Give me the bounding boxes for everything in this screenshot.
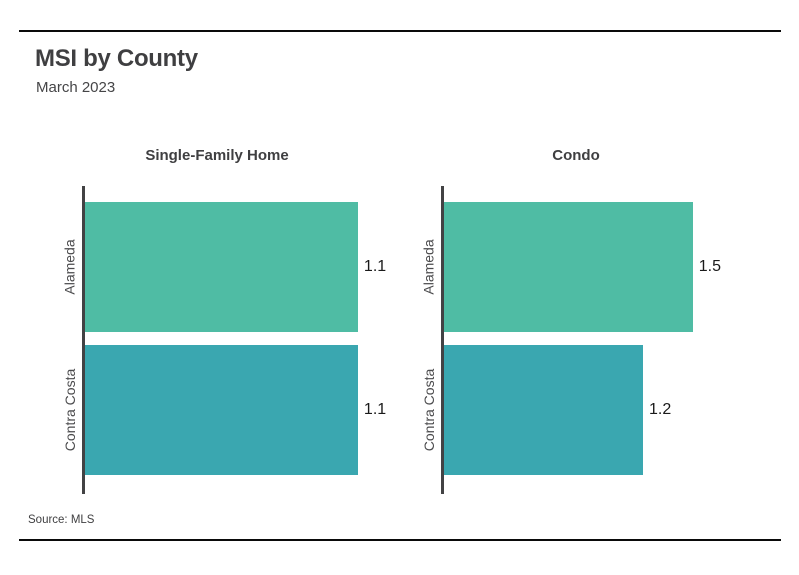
bar-alameda-condo xyxy=(444,202,693,332)
category-label-alameda: Alameda xyxy=(421,239,438,295)
bar-row-contra-costa: Contra Costa 1.1 xyxy=(62,345,415,475)
category-label-alameda: Alameda xyxy=(62,239,79,295)
bar-value-label: 1.2 xyxy=(648,401,672,418)
source-note: Source: MLS xyxy=(28,514,95,526)
category-label-contra-costa: Contra Costa xyxy=(62,368,79,452)
bottom-divider xyxy=(19,539,781,541)
chart-subtitle: March 2023 xyxy=(36,79,116,96)
category-label-wrap: Contra Costa xyxy=(58,345,82,475)
category-label-wrap: Contra Costa xyxy=(417,345,441,475)
bar-alameda-sfh xyxy=(85,202,358,332)
chart-title: MSI by County xyxy=(35,45,198,72)
bar-value-label: 1.1 xyxy=(363,401,387,418)
category-label-contra-costa: Contra Costa xyxy=(421,368,438,452)
bar-value-label: 1.1 xyxy=(363,258,387,275)
bar-contra-costa-sfh xyxy=(85,345,358,475)
bar-value-label: 1.5 xyxy=(698,258,721,275)
bar-contra-costa-condo xyxy=(444,345,643,475)
y-axis-line xyxy=(82,186,85,494)
panel-condo: Condo Alameda 1.5 Contra Costa 1.2 xyxy=(421,145,774,495)
panel-single-family-home: Single-Family Home Alameda 1.1 Contra Co… xyxy=(62,145,415,495)
panel-title-single-family-home: Single-Family Home xyxy=(145,147,289,164)
bar-row-alameda: Alameda 1.1 xyxy=(62,202,415,332)
top-divider xyxy=(19,30,781,32)
category-label-wrap: Alameda xyxy=(58,202,82,332)
category-label-wrap: Alameda xyxy=(417,202,441,332)
panel-title-condo: Condo xyxy=(552,147,600,164)
y-axis-line xyxy=(441,186,444,494)
bar-row-contra-costa: Contra Costa 1.2 xyxy=(421,345,774,475)
bar-row-alameda: Alameda 1.5 xyxy=(421,202,774,332)
